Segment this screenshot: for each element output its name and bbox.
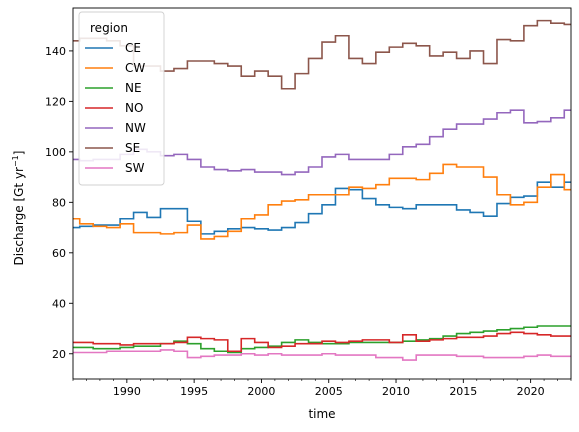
y-axis-label: Discharge [Gt yr−1] (11, 151, 26, 266)
x-axis: 1990 1995 2000 2005 2010 2015 2020 (72, 379, 572, 398)
series-line-ne (73, 325, 571, 354)
x-axis-label: time (308, 407, 335, 421)
y-tick-label: 60 (52, 247, 66, 260)
legend-label-ne: NE (125, 81, 142, 95)
series-line-sw (73, 349, 571, 361)
y-axis-label-exponent: −1 (11, 155, 20, 167)
legend-title: region (90, 21, 128, 35)
x-tick-label: 1990 (113, 385, 141, 398)
legend-label-no: NO (125, 101, 143, 115)
series-line-ce (73, 181, 571, 235)
series-line-no (73, 331, 571, 353)
x-tick-label: 2005 (315, 385, 343, 398)
y-axis: 20 40 60 80 100 120 140 (45, 45, 73, 361)
legend-label-sw: SW (125, 161, 145, 175)
legend-label-ce: CE (125, 41, 141, 55)
y-tick-label: 120 (45, 95, 66, 108)
legend: region CE CW NE NO NW SE SW (78, 11, 165, 186)
y-tick-label: 140 (45, 45, 66, 58)
x-tick-label: 1995 (180, 385, 208, 398)
x-tick-label: 2020 (517, 385, 545, 398)
legend-label-nw: NW (125, 121, 146, 135)
y-tick-label: 40 (52, 297, 66, 310)
x-tick-label: 2010 (382, 385, 410, 398)
x-tick-label: 2015 (449, 385, 477, 398)
y-axis-label-close: ] (12, 151, 26, 156)
plot-frame (72, 7, 572, 380)
legend-label-cw: CW (125, 61, 145, 75)
series-line-cw (73, 163, 571, 240)
y-tick-label: 20 (52, 348, 66, 361)
y-tick-label: 100 (45, 146, 66, 159)
x-tick-label: 2000 (247, 385, 275, 398)
legend-box (78, 11, 165, 186)
legend-label-se: SE (125, 141, 140, 155)
y-axis-label-main: Discharge [Gt yr (12, 167, 26, 266)
y-tick-label: 80 (52, 196, 66, 209)
legend-entries: CE CW NE NO NW SE SW (85, 41, 146, 175)
